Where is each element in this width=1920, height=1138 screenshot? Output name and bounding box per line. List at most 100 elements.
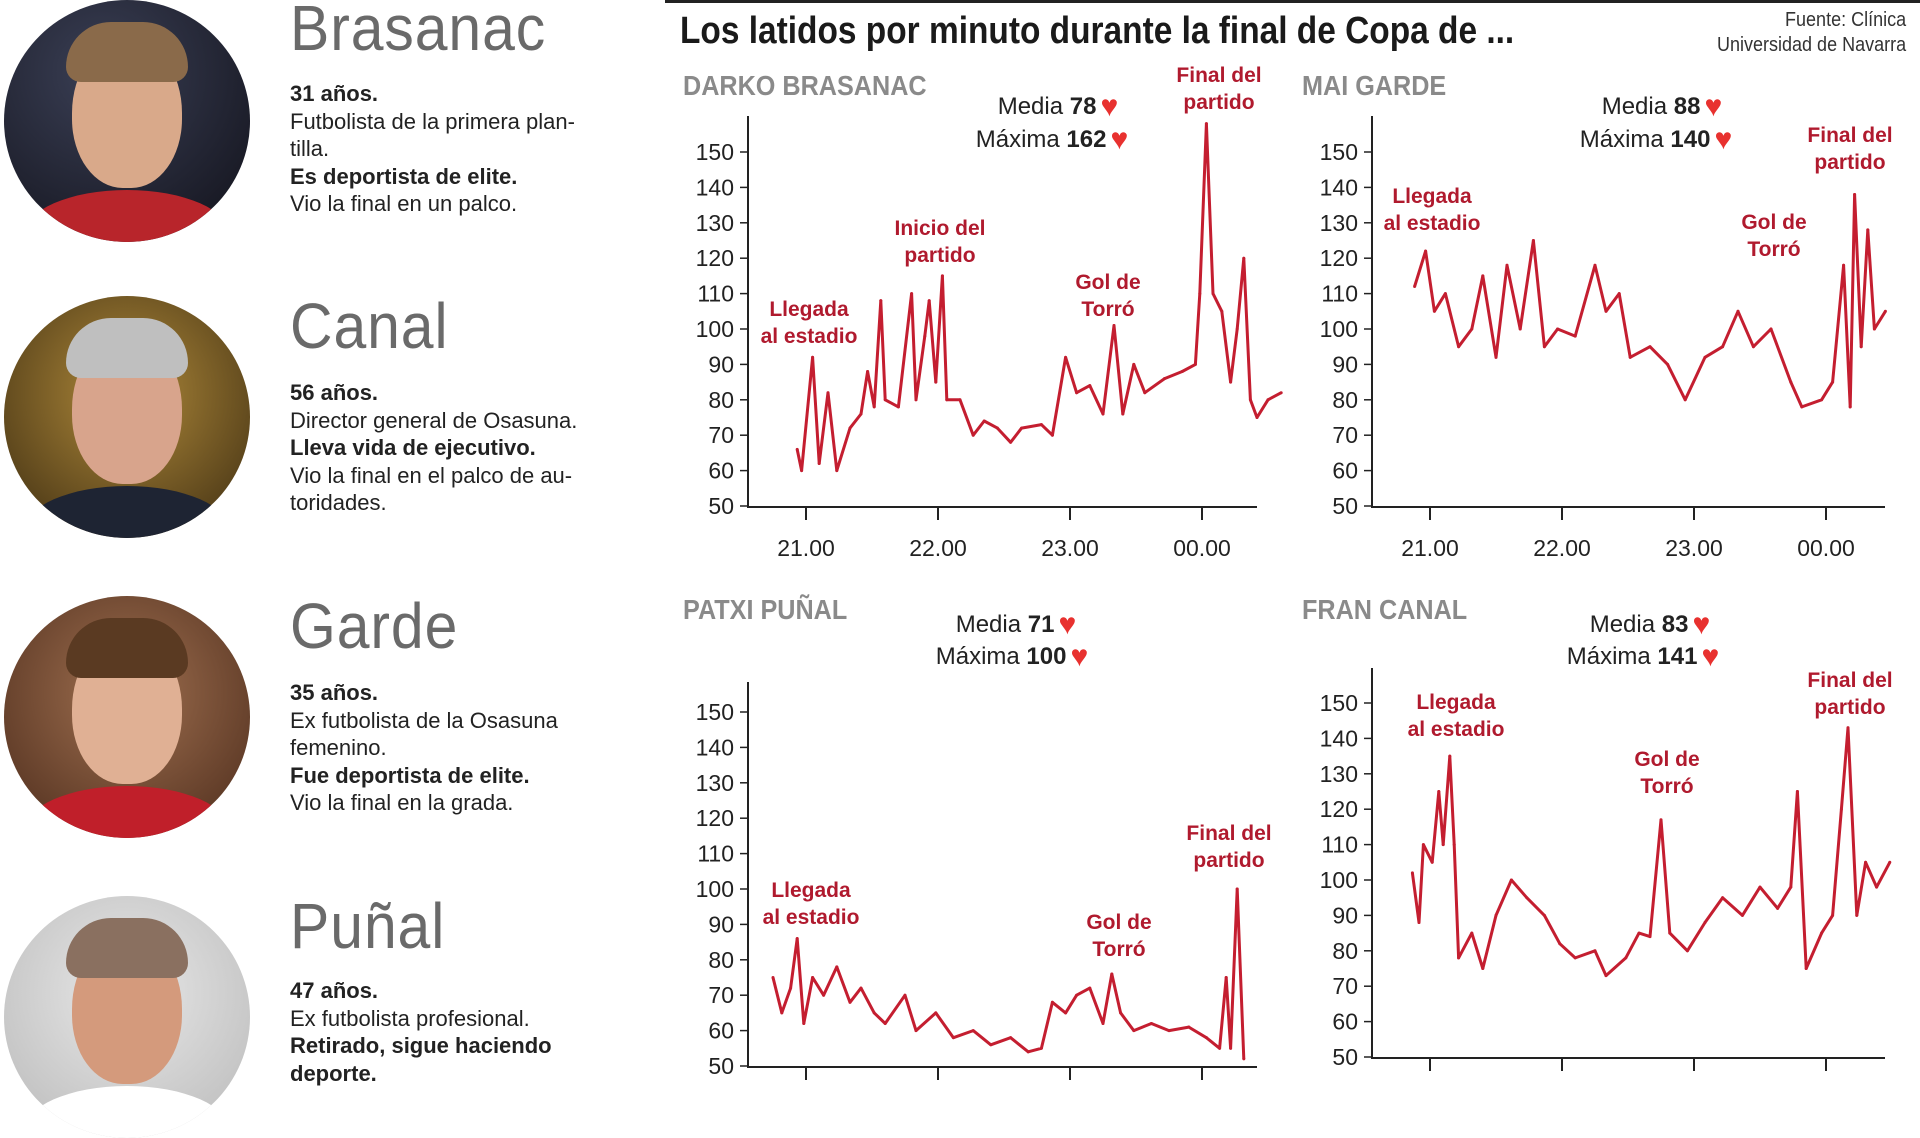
heart-icon: ♥ — [1110, 123, 1129, 156]
data-point — [1864, 860, 1868, 864]
data-point — [1132, 1029, 1136, 1033]
data-point — [1441, 843, 1445, 847]
y-tick-label: 120 — [1320, 245, 1358, 271]
x-tick-label: 22.00 — [1533, 535, 1591, 561]
data-point — [1075, 993, 1079, 997]
bio-line: 35 años. — [290, 680, 379, 705]
annotation-line: Torró — [1747, 238, 1801, 261]
annotation-line: Final del — [1807, 124, 1893, 147]
data-point — [811, 355, 815, 359]
heart-rate-line — [1413, 193, 1887, 409]
data-point — [859, 412, 863, 416]
heart-icon: ♥ — [1100, 90, 1119, 123]
person-bio: 47 años. Ex futbolista profesional. Reti… — [290, 977, 630, 1087]
data-point — [1121, 412, 1125, 416]
data-point — [1859, 345, 1863, 349]
data-point — [1604, 974, 1608, 978]
data-point — [1452, 843, 1456, 847]
data-point — [1279, 391, 1283, 395]
data-point — [1789, 885, 1793, 889]
y-tick-label: 50 — [708, 1053, 734, 1079]
data-point — [927, 299, 931, 303]
data-point — [1668, 931, 1672, 935]
data-point — [903, 993, 907, 997]
data-point — [1795, 790, 1799, 793]
data-point — [1266, 398, 1270, 402]
annotation-arrival: Llegada al estadio — [1408, 689, 1505, 743]
page-title: Los latidos por minuto durante la final … — [680, 10, 1515, 52]
annotation-arrival: Llegada al estadio — [1384, 183, 1481, 237]
y-tick-label: 100 — [696, 876, 734, 902]
data-point — [1558, 942, 1562, 946]
data-point — [1064, 1011, 1068, 1015]
data-point — [795, 447, 799, 451]
data-point — [1424, 249, 1428, 253]
annotation-line: partido — [904, 244, 976, 267]
data-point — [1143, 391, 1147, 395]
media-stat: Media 78 ♥ — [997, 90, 1119, 123]
heart-icon: ♥ — [1714, 123, 1733, 156]
bio-line: Es deportista de elite. — [290, 163, 518, 189]
y-tick-label: 110 — [1321, 281, 1358, 307]
person-bio: 31 años. Futbolista de la primera plan- … — [290, 80, 630, 218]
panel-title: DARKO BRASANAC — [683, 70, 927, 101]
data-point — [1204, 1036, 1208, 1040]
data-point — [1410, 871, 1414, 875]
annotation-line: partido — [1193, 849, 1265, 872]
media-stat: Media 88 ♥ — [1601, 90, 1723, 123]
bio-line: Futbolista de la primera plan- — [290, 108, 575, 134]
annotation-arrival: Llegada al estadio — [761, 296, 858, 350]
y-tick-label: 80 — [1332, 938, 1358, 964]
person-bio: 56 años. Director general de Osasuna. Ll… — [290, 379, 630, 517]
y-tick-label: 130 — [696, 210, 734, 236]
data-point — [1573, 334, 1577, 338]
data-point — [771, 976, 775, 979]
data-point — [1457, 345, 1461, 349]
annotation-line: Llegada — [769, 298, 849, 321]
person-name: Brasanac — [290, 0, 547, 64]
data-point — [1470, 327, 1474, 331]
y-tick-label: 90 — [708, 911, 734, 937]
data-point — [1020, 426, 1024, 430]
annotation-line: Torró — [1092, 938, 1146, 961]
data-point — [995, 426, 999, 430]
data-point — [1235, 887, 1239, 891]
annotation-line: Final del — [1176, 64, 1262, 87]
x-tick-label: 22.00 — [909, 535, 967, 561]
x-tick-label: 23.00 — [1665, 535, 1723, 561]
data-point — [1721, 345, 1725, 349]
source-line: Fuente: Clínica — [1784, 9, 1906, 31]
annotation-final: Final del partido — [1807, 122, 1892, 176]
data-point — [1009, 440, 1013, 444]
data-point — [1101, 412, 1105, 416]
y-tick-label: 130 — [1320, 761, 1358, 787]
y-tick-label: 60 — [708, 1018, 734, 1044]
annotation-goal: Gol de Torró — [1075, 269, 1140, 323]
annotation-line: al estadio — [760, 325, 858, 348]
data-point — [811, 976, 815, 979]
data-point — [923, 334, 927, 338]
data-point — [1229, 1046, 1233, 1050]
data-point — [1648, 345, 1652, 349]
y-tick-label: 80 — [708, 387, 734, 413]
data-point — [848, 1000, 852, 1004]
data-point — [1026, 1050, 1030, 1054]
data-point — [1432, 309, 1436, 313]
data-point — [835, 469, 839, 473]
y-tick-label: 140 — [696, 734, 734, 760]
x-tick-label: 00.00 — [1173, 535, 1231, 561]
data-point — [896, 405, 900, 409]
photo-brasanac — [4, 0, 250, 242]
data-point — [1417, 920, 1421, 924]
data-point — [848, 426, 852, 430]
data-point — [1039, 423, 1043, 427]
bio-line: Ex futbolista de la Osasuna — [290, 707, 558, 733]
data-point — [802, 1022, 806, 1026]
data-point — [1659, 818, 1663, 822]
y-tick-label: 70 — [708, 982, 734, 1008]
data-point — [1703, 355, 1707, 359]
bio-line: tilla. — [290, 136, 330, 161]
data-point — [1211, 292, 1215, 296]
y-tick-label: 50 — [708, 493, 734, 519]
data-point — [1101, 1022, 1105, 1026]
